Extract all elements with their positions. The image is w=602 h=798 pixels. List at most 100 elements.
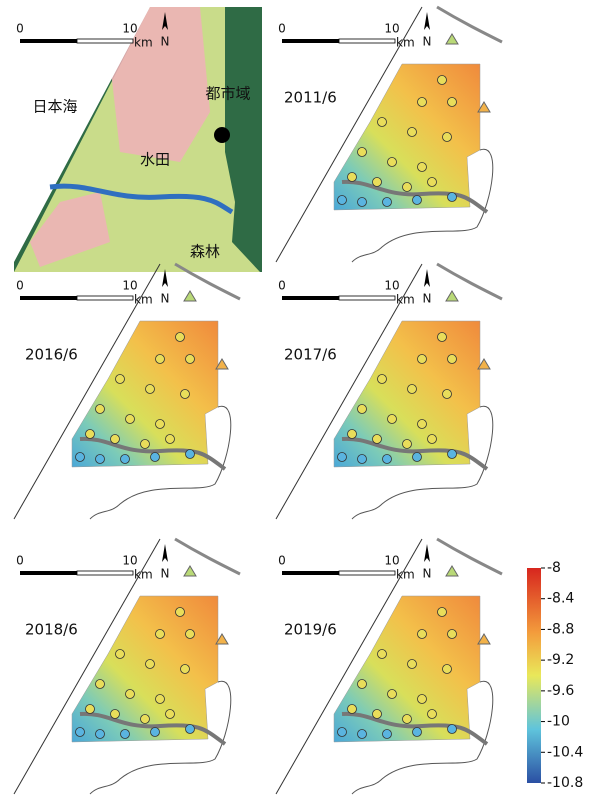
sample-site	[448, 98, 457, 107]
sample-site	[428, 178, 437, 187]
sample-site	[338, 728, 347, 737]
sample-site	[413, 728, 422, 737]
sample-site	[186, 725, 195, 734]
sample-site	[358, 198, 367, 207]
sample-site	[378, 118, 387, 127]
sample-site	[141, 440, 150, 449]
river	[437, 539, 502, 574]
date-label: 2011/6	[284, 89, 337, 107]
sample-site	[186, 630, 195, 639]
date-label: 2016/6	[25, 346, 78, 364]
river	[175, 539, 240, 574]
sample-site	[151, 728, 160, 737]
scale-unit: km	[134, 293, 153, 307]
map-label: 都市域	[205, 85, 250, 103]
scale-zero: 0	[16, 554, 24, 568]
colorbar-tick-label: -8	[547, 560, 561, 576]
scale-bar-white	[77, 296, 133, 300]
colorbar-tick-label: -9.2	[547, 652, 574, 668]
sample-site	[156, 420, 165, 429]
sample-site	[408, 660, 417, 669]
date-label: 2017/6	[284, 346, 337, 364]
sample-site	[428, 710, 437, 719]
scale-unit: km	[134, 36, 153, 50]
site-marker	[446, 291, 458, 301]
sample-site	[428, 435, 437, 444]
scale-bar-white	[339, 296, 395, 300]
scale-zero: 0	[16, 22, 24, 36]
north-label: N	[423, 35, 432, 49]
north-label: N	[161, 292, 170, 306]
sample-site	[186, 355, 195, 364]
north-label: N	[161, 35, 170, 49]
north-arrow	[162, 544, 168, 562]
sample-site	[373, 435, 382, 444]
colorbar-tick-label: -10.8	[547, 775, 583, 791]
scale-bar-black	[282, 571, 339, 575]
sample-site	[86, 430, 95, 439]
site-marker	[446, 566, 458, 576]
sample-site	[443, 665, 452, 674]
sample-site	[448, 630, 457, 639]
site-marker	[184, 291, 196, 301]
sample-site	[96, 455, 105, 464]
north-label: N	[423, 567, 432, 581]
scale-ten: 10	[384, 554, 399, 568]
sample-site	[448, 450, 457, 459]
scale-bar-black	[20, 39, 77, 43]
sample-site	[86, 705, 95, 714]
scale-zero: 0	[278, 22, 286, 36]
sample-site	[388, 690, 397, 699]
scale-ten: 10	[122, 279, 137, 293]
sample-site	[348, 173, 357, 182]
sample-site	[418, 630, 427, 639]
colorbar-tick-label: -10	[547, 714, 570, 730]
scale-bar-black	[282, 39, 339, 43]
sample-site	[166, 710, 175, 719]
sample-site	[166, 435, 175, 444]
sample-site	[438, 608, 447, 617]
sample-site	[338, 453, 347, 462]
sample-site	[156, 695, 165, 704]
sample-site	[413, 196, 422, 205]
sample-site	[358, 455, 367, 464]
river	[437, 7, 502, 42]
scale-bar-black	[20, 571, 77, 575]
sample-site	[141, 715, 150, 724]
colorbar-tick-label: -10.4	[547, 744, 583, 760]
sample-site	[146, 385, 155, 394]
sample-site	[448, 355, 457, 364]
sample-site	[448, 193, 457, 202]
sample-site	[438, 333, 447, 342]
scale-bar-black	[20, 296, 77, 300]
north-label: N	[423, 292, 432, 306]
sample-site	[111, 710, 120, 719]
sample-site	[403, 183, 412, 192]
sample-site	[358, 405, 367, 414]
scale-bar-white	[339, 39, 395, 43]
scale-unit: km	[134, 568, 153, 582]
scale-bar-black	[282, 296, 339, 300]
figure: 日本海都市域水田森林010kmN2011/6010kmN2016/6010kmN…	[0, 0, 602, 798]
sample-site	[373, 178, 382, 187]
sample-site	[418, 695, 427, 704]
sample-site	[388, 415, 397, 424]
scale-bar-white	[77, 39, 133, 43]
sample-site	[358, 730, 367, 739]
page: {"panels": [ {"scale": {"zero": "0", "te…	[0, 0, 602, 798]
north-label: N	[161, 567, 170, 581]
sample-site	[358, 680, 367, 689]
sample-site	[448, 725, 457, 734]
scale-zero: 0	[278, 279, 286, 293]
sample-site	[151, 453, 160, 462]
river	[437, 264, 502, 299]
site-marker	[184, 566, 196, 576]
scale-unit: km	[396, 293, 415, 307]
scale-zero: 0	[16, 279, 24, 293]
sample-site	[96, 730, 105, 739]
colorbar-tick-label: -9.6	[547, 683, 574, 699]
sample-site	[408, 128, 417, 137]
city-dot	[214, 127, 230, 143]
scale-ten: 10	[122, 554, 137, 568]
